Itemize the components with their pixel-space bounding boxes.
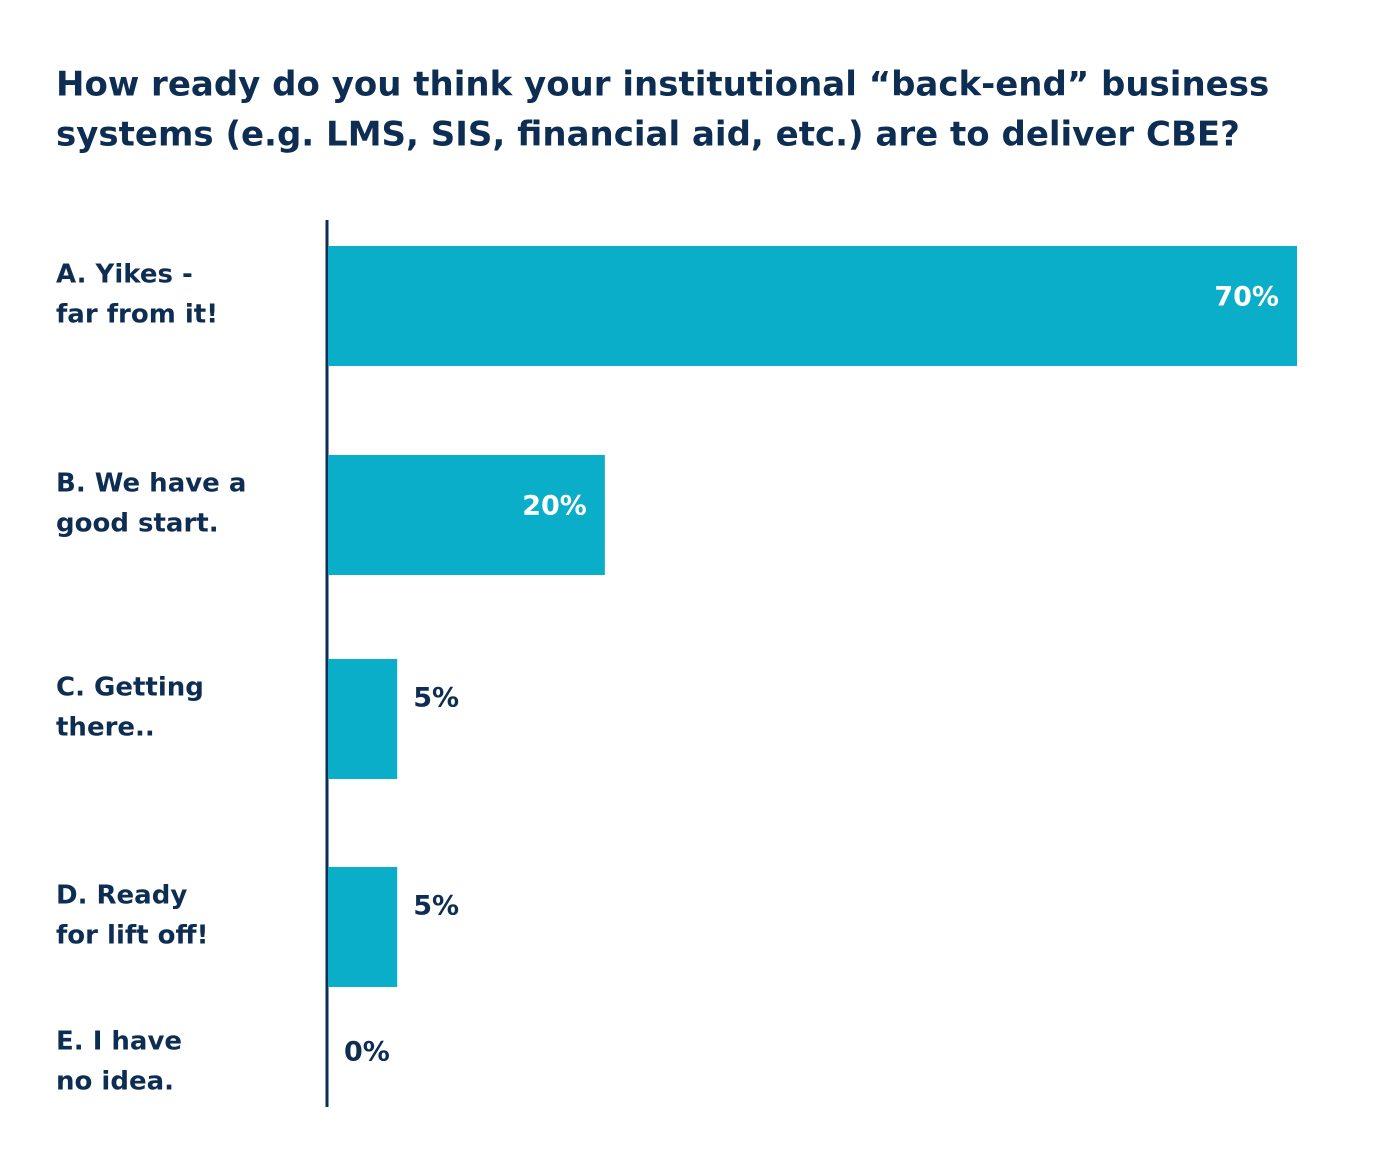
category-label: there.. (56, 713, 155, 743)
chart-title: How ready do you think your institutiona… (56, 65, 1269, 105)
value-label: 5% (413, 891, 459, 922)
bar (328, 455, 605, 575)
value-label: 70% (1214, 282, 1279, 313)
bar (328, 246, 1297, 366)
category-label: D. Ready (56, 881, 187, 911)
value-label: 20% (522, 491, 587, 522)
category-label: for lift off! (56, 921, 208, 951)
category-label: good start. (56, 509, 219, 539)
category-label: A. Yikes - (56, 260, 193, 290)
chart-title: systems (e.g. LMS, SIS, financial aid, e… (56, 115, 1240, 155)
bar (328, 659, 398, 779)
value-label: 5% (413, 683, 459, 714)
category-label: C. Getting (56, 673, 204, 703)
bar (328, 867, 398, 987)
category-label: E. I have (56, 1027, 182, 1057)
category-label: no idea. (56, 1067, 174, 1097)
category-label: B. We have a (56, 469, 246, 499)
category-label: far from it! (56, 300, 218, 330)
value-label: 0% (344, 1037, 390, 1068)
